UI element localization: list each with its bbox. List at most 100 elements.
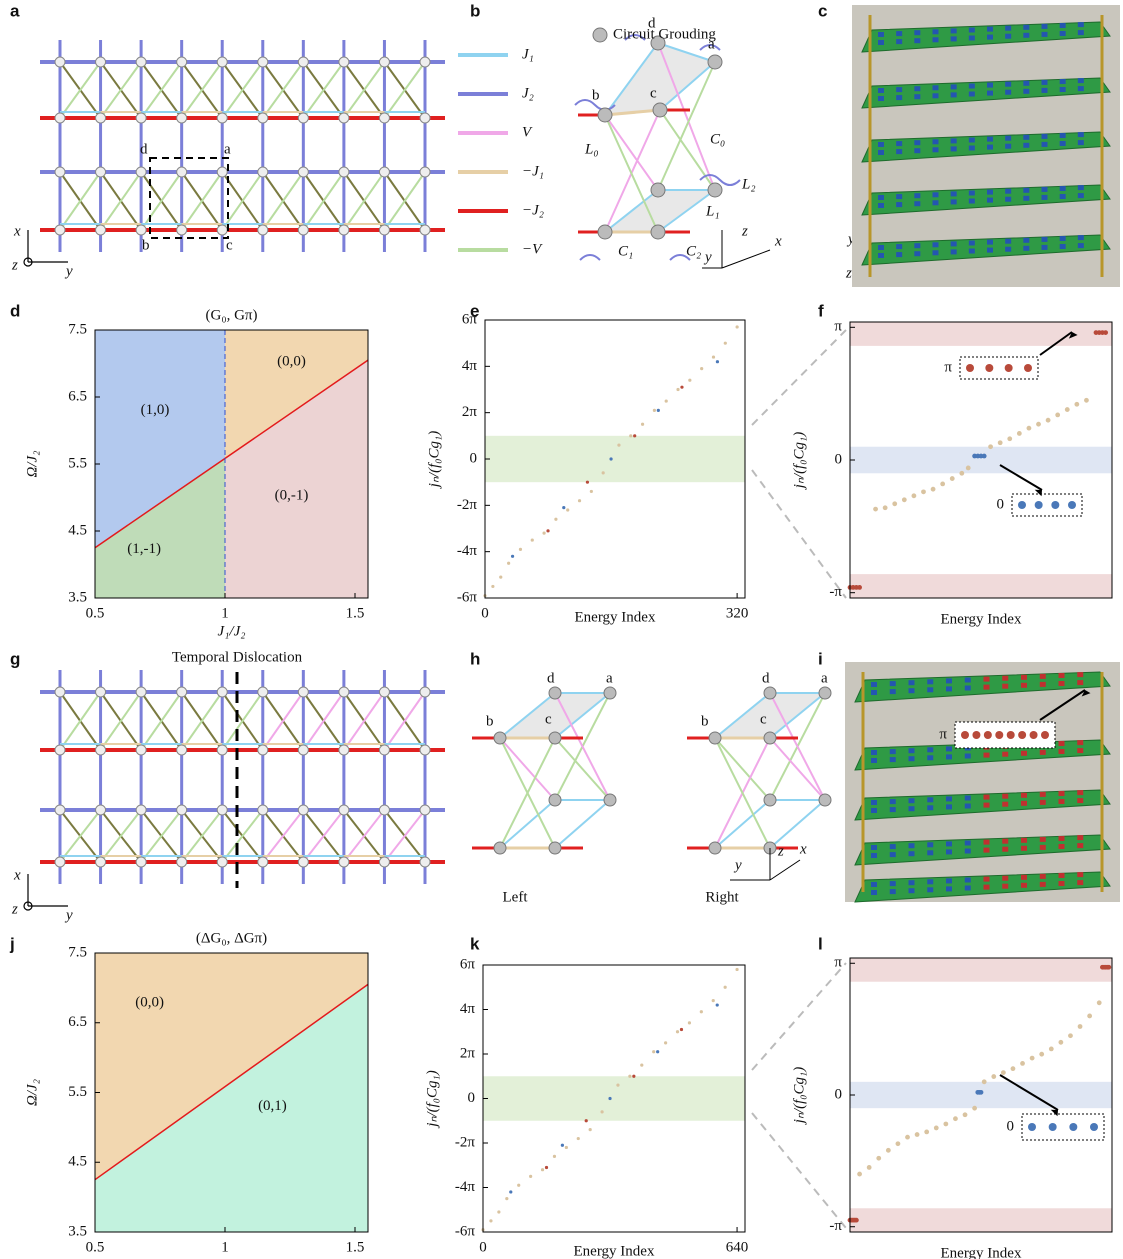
component bbox=[1060, 23, 1066, 28]
point bbox=[517, 1184, 520, 1187]
axis-letter: z bbox=[11, 901, 18, 917]
region-label: (0,0) bbox=[135, 995, 164, 1011]
point bbox=[959, 471, 964, 476]
axis-letter: z bbox=[741, 223, 748, 239]
component bbox=[909, 851, 915, 856]
point bbox=[507, 562, 510, 565]
y-tick-label: -π bbox=[829, 1218, 842, 1234]
component bbox=[1040, 800, 1046, 805]
component bbox=[890, 807, 896, 812]
node-legend bbox=[593, 28, 607, 42]
component bbox=[984, 803, 990, 808]
component-label: L₂ bbox=[741, 176, 756, 192]
component bbox=[933, 139, 939, 144]
point bbox=[991, 1074, 996, 1079]
component bbox=[984, 877, 990, 882]
component bbox=[1021, 883, 1027, 888]
component bbox=[1060, 194, 1066, 199]
inset-dot bbox=[1018, 501, 1026, 509]
lattice-node bbox=[339, 167, 349, 177]
x-axis-label: Energy Index bbox=[574, 1243, 655, 1259]
component bbox=[878, 88, 884, 93]
chart-title: (G₀, Gπ) bbox=[206, 307, 258, 323]
node bbox=[819, 687, 831, 699]
point bbox=[499, 576, 502, 579]
inset-label: 0 bbox=[1007, 1118, 1015, 1134]
y-tick-label: 4.5 bbox=[68, 522, 87, 538]
node bbox=[549, 732, 561, 744]
component bbox=[951, 191, 957, 196]
inset-dot bbox=[1068, 501, 1076, 509]
point bbox=[1065, 407, 1070, 412]
point bbox=[562, 506, 565, 509]
point bbox=[600, 1110, 603, 1113]
component bbox=[1021, 793, 1027, 798]
region-label: (0,0) bbox=[277, 354, 306, 370]
component bbox=[896, 39, 902, 44]
component bbox=[1042, 80, 1048, 85]
panel-label: c bbox=[818, 1, 827, 20]
node bbox=[708, 55, 722, 69]
component bbox=[984, 840, 990, 845]
y-tick-label: -2π bbox=[455, 1134, 475, 1150]
lattice-node bbox=[258, 745, 268, 755]
x-tick-label: 640 bbox=[726, 1239, 749, 1255]
inset-dot bbox=[985, 364, 993, 372]
point bbox=[724, 342, 727, 345]
node bbox=[549, 687, 561, 699]
component bbox=[1059, 836, 1065, 841]
lattice-node bbox=[298, 113, 308, 123]
axis-letter: z bbox=[845, 265, 852, 281]
component bbox=[1021, 838, 1027, 843]
point bbox=[716, 360, 719, 363]
component bbox=[878, 253, 884, 258]
inset-dot bbox=[1018, 731, 1026, 739]
lattice bbox=[40, 40, 445, 252]
lattice-node bbox=[96, 857, 106, 867]
component bbox=[914, 148, 920, 153]
component bbox=[1078, 185, 1084, 190]
component bbox=[909, 888, 915, 893]
lattice-node bbox=[136, 805, 146, 815]
component bbox=[1023, 143, 1029, 148]
lattice-node bbox=[339, 225, 349, 235]
component bbox=[946, 678, 952, 683]
point bbox=[1103, 330, 1108, 335]
point bbox=[553, 1155, 556, 1158]
lattice-node bbox=[136, 225, 146, 235]
component bbox=[987, 145, 993, 150]
inset-dot bbox=[1069, 1123, 1077, 1131]
point bbox=[912, 493, 917, 498]
component bbox=[878, 195, 884, 200]
component bbox=[984, 848, 990, 853]
component bbox=[1060, 244, 1066, 249]
point bbox=[1030, 1056, 1035, 1061]
component bbox=[1059, 881, 1065, 886]
component bbox=[951, 84, 957, 89]
lattice-node bbox=[217, 805, 227, 815]
inset-dot bbox=[984, 731, 992, 739]
component bbox=[909, 843, 915, 848]
point bbox=[609, 457, 612, 460]
component bbox=[1060, 79, 1066, 84]
component bbox=[1023, 188, 1029, 193]
component bbox=[878, 32, 884, 37]
zoom-line bbox=[752, 330, 846, 425]
region-label: (1,0) bbox=[141, 402, 170, 418]
component bbox=[987, 137, 993, 142]
node bbox=[598, 225, 612, 239]
point bbox=[529, 1175, 532, 1178]
point bbox=[1049, 1046, 1054, 1051]
component bbox=[1060, 31, 1066, 36]
lattice-node bbox=[136, 57, 146, 67]
component bbox=[1023, 135, 1029, 140]
point bbox=[586, 481, 589, 484]
axis-letter: z bbox=[11, 257, 18, 273]
lattice-node bbox=[420, 857, 430, 867]
point bbox=[491, 585, 494, 588]
band bbox=[483, 1076, 745, 1121]
node bbox=[604, 687, 616, 699]
y-axis-label: Ω/J₂ bbox=[24, 451, 40, 478]
lattice-node bbox=[177, 745, 187, 755]
photo bbox=[845, 662, 1120, 902]
